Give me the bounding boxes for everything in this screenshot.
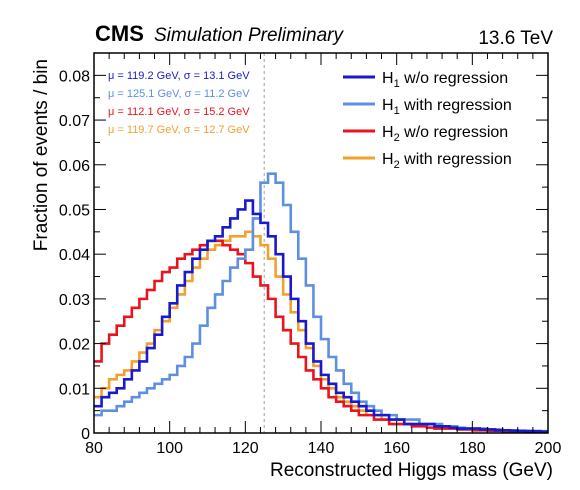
x-tick-label: 100 [156, 440, 183, 457]
legend-label-h1-reg: H1 with regression [382, 97, 512, 117]
legend-label-h2-raw: H2 w/o regression [382, 124, 508, 144]
y-tick-label: 0.08 [59, 68, 90, 85]
y-tick-label: 0.02 [59, 337, 90, 354]
legend-entry-h2-reg: H2 with regression [343, 151, 512, 171]
stats-line-h1-raw: μ = 119.2 GeV, σ = 13.1 GeV [108, 70, 250, 82]
experiment-label: CMS [95, 21, 144, 46]
y-tick-label: 0.01 [59, 381, 90, 398]
status-label: Simulation Preliminary [154, 25, 345, 46]
legend-label-h1-raw: H1 w/o regression [382, 70, 508, 90]
stats-line-h1-reg: μ = 125.1 GeV, σ = 11.2 GeV [108, 88, 250, 100]
x-axis-label: Reconstructed Higgs mass (GeV) [270, 460, 553, 481]
x-tick-label: 180 [459, 440, 486, 457]
y-axis-label: Fraction of events / bin [31, 59, 52, 251]
legend: H1 w/o regression H1 with regression H2 … [343, 70, 512, 171]
legend-entry-h1-reg: H1 with regression [343, 97, 512, 117]
x-tick-label: 140 [308, 440, 335, 457]
energy-label: 13.6 TeV [478, 28, 553, 49]
stats-line-h2-reg: μ = 119.7 GeV, σ = 12.7 GeV [108, 124, 250, 136]
y-tick-label: 0.03 [59, 292, 90, 309]
legend-entry-h1-raw: H1 w/o regression [343, 70, 508, 90]
legend-label-h2-reg: H2 with regression [382, 151, 512, 171]
y-tick-label: 0 [81, 426, 90, 443]
series-h1-with-regression [94, 174, 548, 432]
x-tick-label: 200 [535, 440, 562, 457]
x-tick-label: 120 [232, 440, 259, 457]
y-tick-label: 0.04 [59, 247, 90, 264]
stats-box: μ = 119.2 GeV, σ = 13.1 GeV μ = 125.1 Ge… [108, 70, 250, 136]
series-layer [94, 174, 548, 432]
y-tick-label: 0.07 [59, 113, 90, 130]
y-tick-label: 0.05 [59, 202, 90, 219]
y-tick-label: 0.06 [59, 158, 90, 175]
x-tick-label: 160 [383, 440, 410, 457]
stats-line-h2-raw: μ = 112.1 GeV, σ = 15.2 GeV [108, 106, 250, 118]
legend-entry-h2-raw: H2 w/o regression [343, 124, 508, 144]
